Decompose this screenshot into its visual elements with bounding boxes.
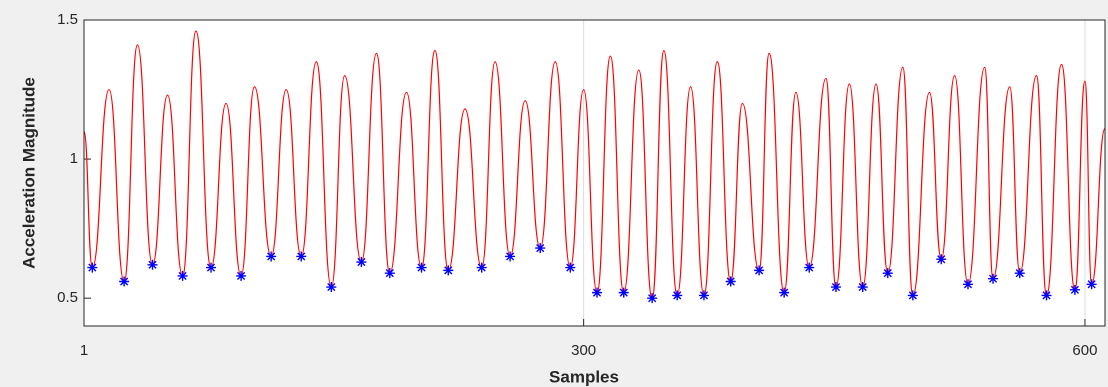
minimum-marker: [416, 262, 427, 273]
minimum-marker: [565, 262, 576, 273]
minimum-marker: [882, 268, 893, 279]
minimum-marker: [266, 251, 277, 262]
minimum-marker: [147, 259, 158, 270]
y-tick-label: 1: [70, 150, 78, 167]
axes-box: [83, 19, 1106, 327]
minimum-marker: [177, 270, 188, 281]
minimum-marker: [535, 243, 546, 254]
minimum-marker: [804, 262, 815, 273]
minimum-marker: [505, 251, 516, 262]
minimum-marker: [326, 282, 337, 293]
minimum-marker: [779, 287, 790, 298]
minimum-marker: [592, 287, 603, 298]
minimum-marker: [236, 270, 247, 281]
minimum-marker: [725, 276, 736, 287]
minimum-marker: [476, 262, 487, 273]
y-tick-label: 0.5: [57, 289, 78, 306]
x-tick-label: 600: [1072, 342, 1097, 359]
x-tick-label: 300: [571, 342, 596, 359]
minimum-marker: [384, 268, 395, 279]
minimum-marker: [119, 276, 130, 287]
minimum-marker: [296, 251, 307, 262]
minimum-marker: [1041, 290, 1052, 301]
x-tick-label: 1: [80, 342, 88, 359]
minimum-marker: [962, 279, 973, 290]
minimum-marker: [443, 265, 454, 276]
minimum-marker: [647, 293, 658, 304]
x-axis-label: Samples: [549, 367, 619, 386]
minimum-marker: [205, 262, 216, 273]
y-tick-label: 1.5: [57, 11, 78, 28]
minimum-marker: [857, 282, 868, 293]
minimum-marker: [1086, 279, 1097, 290]
minimum-marker: [618, 287, 629, 298]
minimum-marker: [87, 262, 98, 273]
minimum-marker: [356, 257, 367, 268]
signal-line: [83, 30, 1106, 299]
minimum-marker: [754, 265, 765, 276]
y-axis-label: Acceleration Magnitude: [19, 77, 38, 269]
minimum-marker: [988, 273, 999, 284]
minimum-marker: [698, 290, 709, 301]
minimum-marker: [830, 282, 841, 293]
minimum-marker: [936, 254, 947, 265]
minimum-marker: [1069, 284, 1080, 295]
minimum-marker: [672, 290, 683, 301]
minimum-marker: [907, 290, 918, 301]
minimum-marker: [1014, 268, 1025, 279]
